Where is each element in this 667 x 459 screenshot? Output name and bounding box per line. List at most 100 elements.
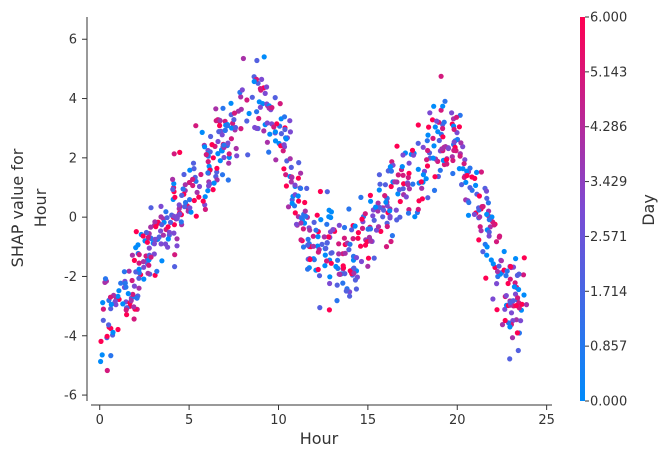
data-point — [282, 126, 288, 133]
data-point — [305, 236, 311, 242]
data-point — [131, 283, 137, 289]
data-point — [403, 194, 409, 200]
data-point — [181, 204, 188, 210]
data-point — [252, 124, 258, 131]
data-point — [508, 310, 515, 316]
data-point — [244, 97, 250, 103]
data-point — [303, 213, 309, 219]
data-point — [187, 205, 193, 211]
data-point — [498, 258, 504, 264]
data-point — [261, 128, 267, 134]
data-point — [328, 260, 334, 266]
data-point — [441, 119, 447, 125]
data-point — [494, 307, 500, 313]
data-point — [450, 157, 456, 164]
data-point — [267, 131, 273, 137]
data-point — [352, 223, 358, 229]
data-point — [167, 219, 174, 225]
data-point — [135, 242, 141, 248]
data-point — [164, 215, 170, 221]
data-point — [245, 152, 251, 158]
data-point — [347, 293, 353, 299]
data-point — [323, 245, 329, 251]
data-point — [134, 295, 140, 301]
data-point — [140, 233, 146, 239]
data-point — [302, 199, 308, 206]
data-point — [333, 263, 339, 270]
data-point — [261, 54, 267, 60]
data-point — [496, 263, 502, 269]
data-point — [190, 176, 196, 182]
data-point — [131, 316, 137, 322]
data-point — [177, 211, 183, 217]
data-point — [239, 87, 245, 93]
data-point — [116, 288, 122, 294]
data-point — [171, 181, 177, 187]
data-point — [141, 276, 147, 282]
data-point — [507, 276, 513, 282]
data-point — [216, 129, 222, 135]
data-point — [367, 226, 374, 232]
data-point — [225, 140, 231, 146]
data-point — [347, 241, 353, 247]
data-point — [509, 335, 516, 341]
data-point — [516, 286, 522, 293]
data-point — [159, 258, 165, 264]
data-point — [225, 177, 231, 183]
data-point — [507, 299, 513, 306]
data-point — [335, 257, 341, 263]
data-point — [181, 171, 187, 178]
data-point — [415, 206, 421, 212]
data-point — [463, 179, 469, 185]
x-tick-label: 5 — [185, 413, 193, 428]
data-point — [484, 211, 490, 217]
data-point — [98, 358, 104, 365]
data-point — [113, 302, 119, 308]
data-point — [504, 268, 510, 274]
data-point — [474, 169, 480, 175]
data-point — [451, 126, 457, 132]
data-point — [476, 193, 482, 199]
data-point — [351, 270, 357, 276]
data-point — [213, 118, 219, 124]
data-point — [400, 172, 406, 178]
data-point — [238, 94, 244, 100]
data-point — [208, 133, 214, 140]
data-point — [272, 138, 279, 144]
data-point — [505, 280, 511, 287]
data-point — [315, 266, 321, 273]
data-point — [281, 114, 288, 120]
data-point — [280, 148, 286, 154]
data-point — [104, 333, 110, 339]
data-point — [334, 298, 340, 304]
data-point — [108, 353, 114, 359]
data-point — [397, 198, 403, 205]
data-point — [310, 243, 316, 249]
data-point — [100, 306, 106, 312]
data-point — [318, 217, 324, 223]
data-point — [133, 229, 139, 235]
data-point — [513, 303, 519, 309]
data-point — [281, 166, 287, 172]
data-point — [176, 202, 182, 208]
data-point — [140, 259, 147, 265]
data-point — [313, 227, 319, 233]
data-point — [328, 209, 334, 215]
data-point — [461, 161, 467, 167]
data-point — [128, 298, 134, 304]
data-point — [191, 166, 197, 172]
scatter-points — [98, 54, 530, 374]
data-point — [151, 251, 157, 257]
data-point — [336, 222, 342, 228]
data-point — [226, 151, 232, 157]
data-point — [224, 123, 230, 129]
data-point — [410, 152, 417, 158]
data-point — [405, 174, 411, 181]
data-point — [329, 250, 335, 256]
data-point — [129, 252, 135, 258]
data-point — [311, 219, 317, 225]
data-point — [249, 94, 255, 100]
data-point — [152, 272, 158, 278]
data-point — [148, 205, 154, 211]
